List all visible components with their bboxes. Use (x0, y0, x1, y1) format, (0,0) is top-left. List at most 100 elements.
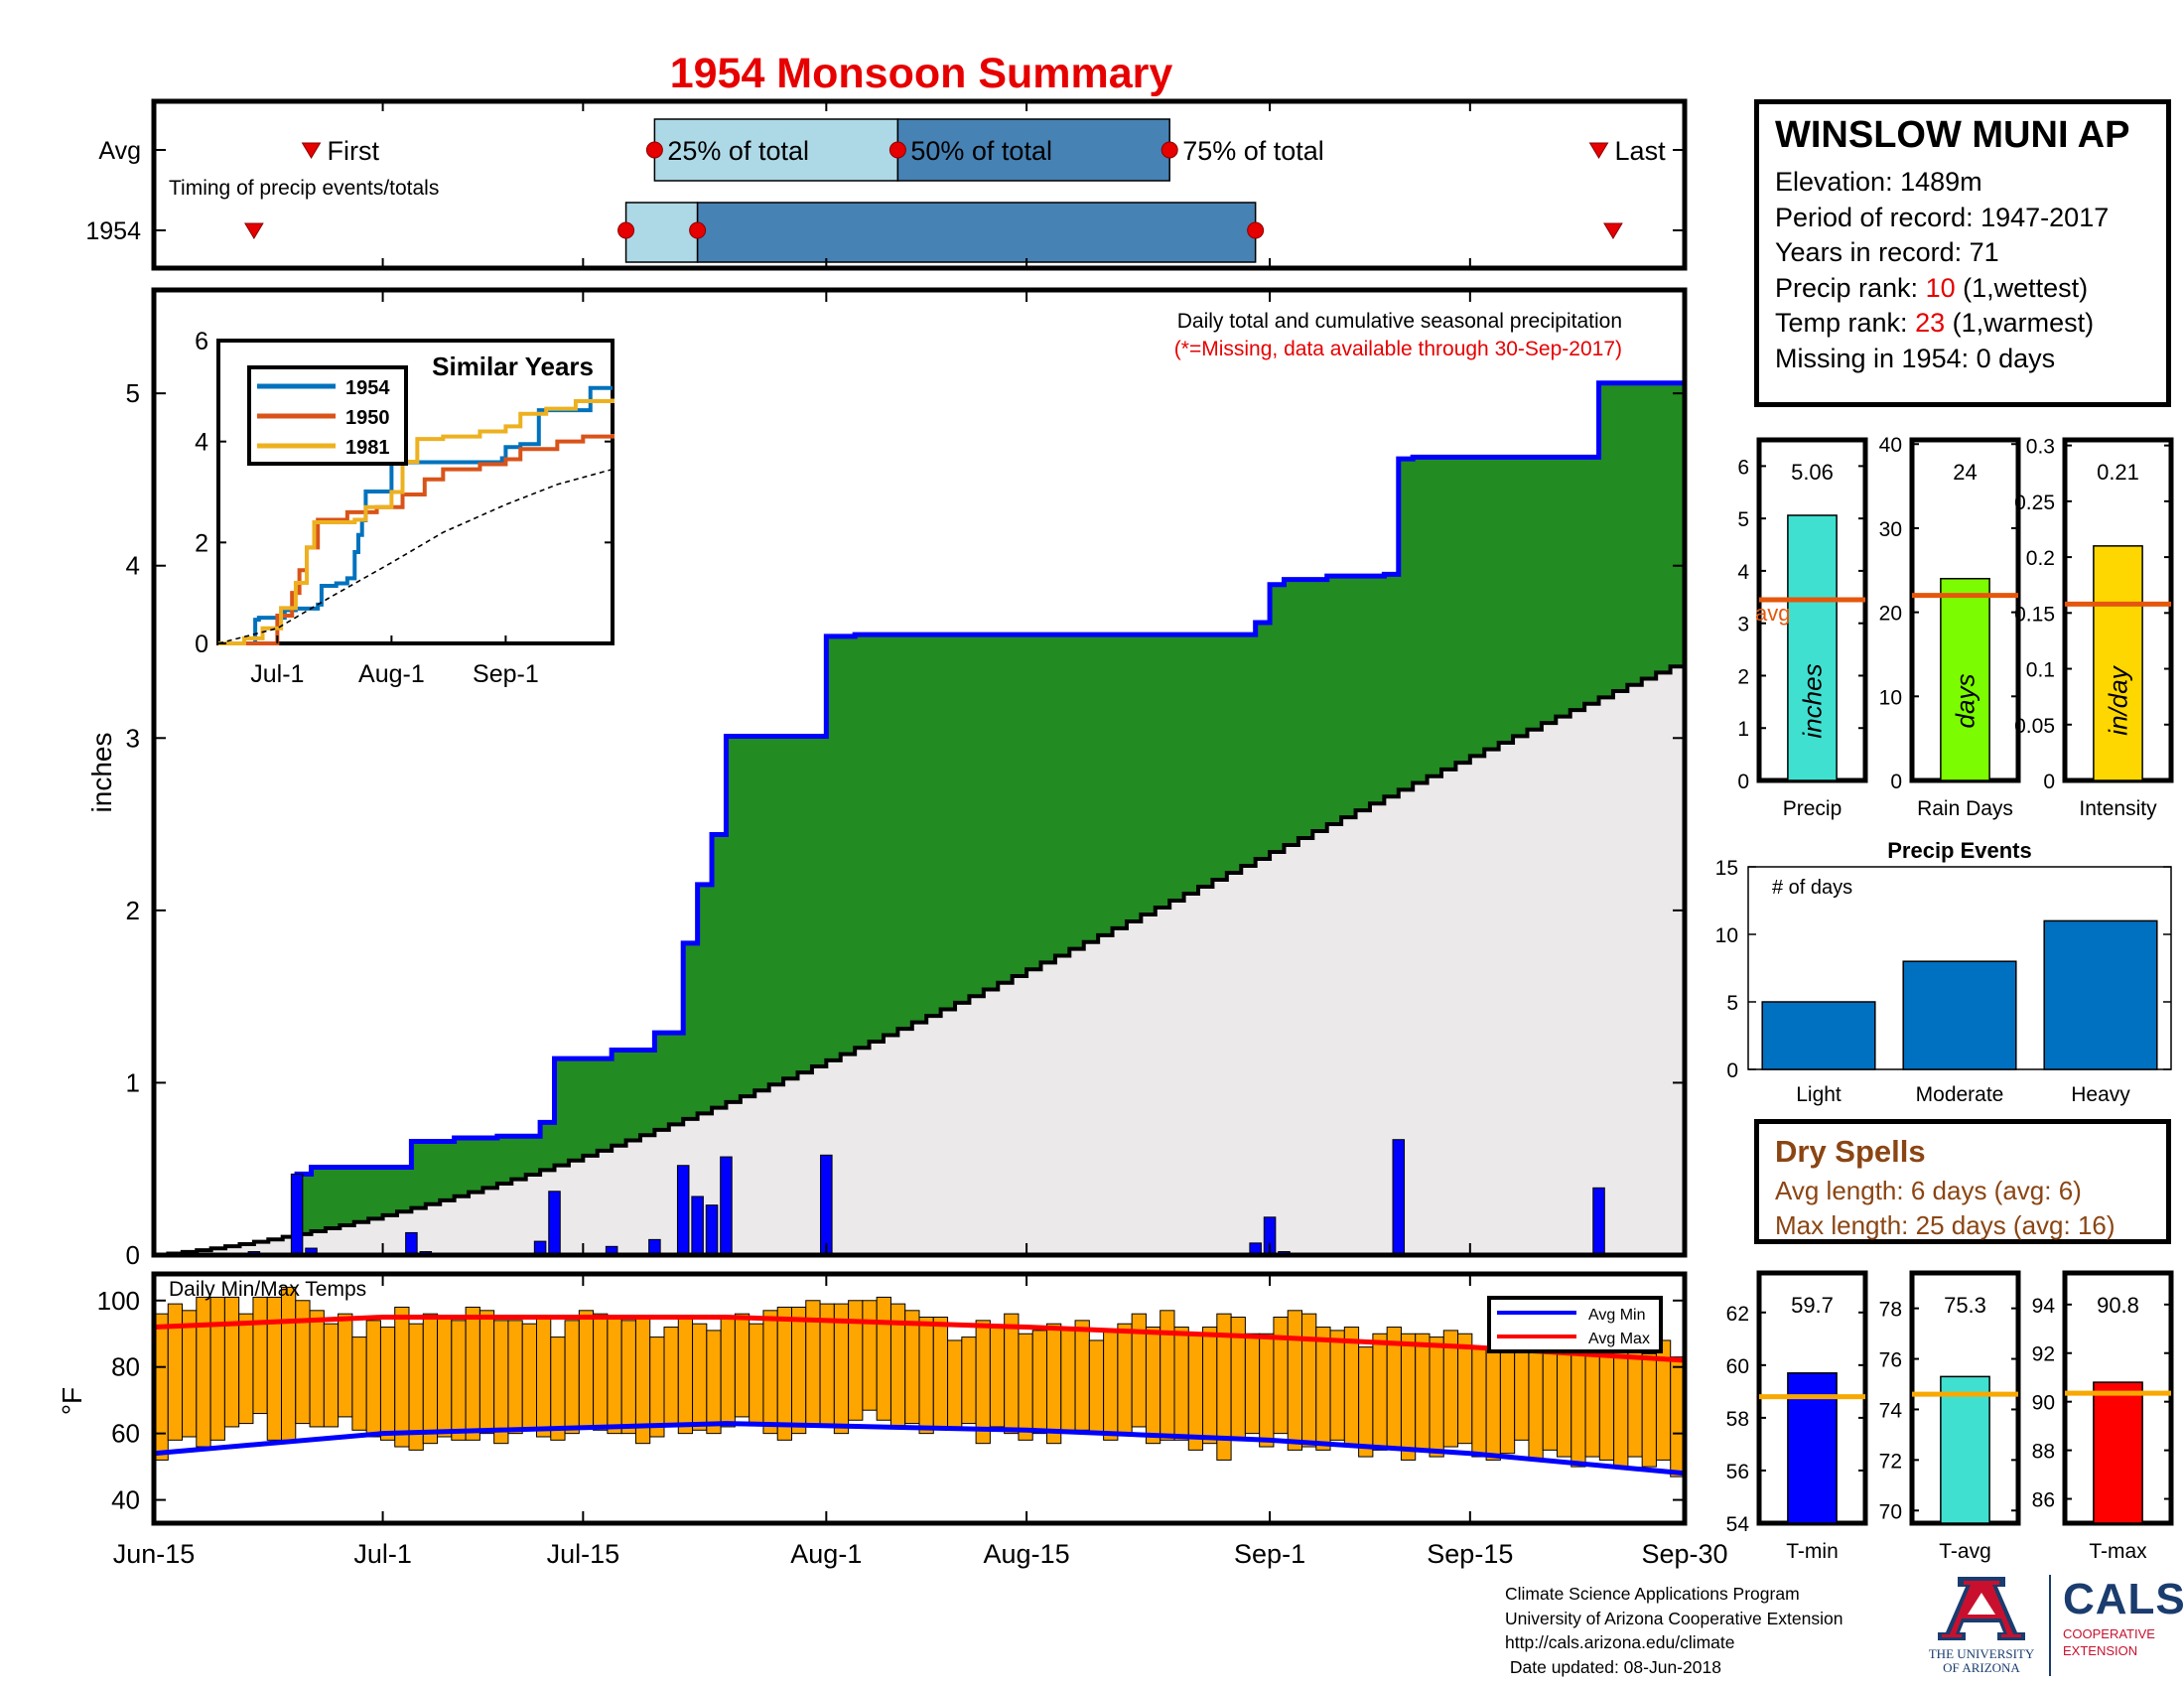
precip-summary-panels: 5.06 0 1 2 3 4 5 6 inches avg Precip 24 0 10 20 30 40 day… (1737, 434, 2174, 820)
daily-temp-bar (677, 1317, 694, 1435)
daily-precip-bar (705, 1204, 719, 1256)
y-tick-label: 1 (126, 1067, 140, 1097)
university-of-arizona-logo: THE UNIVERSITY OF ARIZONA (1918, 1575, 2045, 1676)
inset-legend: 1954 1950 1981 (247, 365, 408, 466)
station-missing: Missing in 1954: 0 days (1775, 343, 2056, 373)
daily-temp-bar (1031, 1330, 1047, 1435)
y-tick-label: 6 (1737, 456, 1749, 479)
x-tick-label: Aug-1 (790, 1539, 862, 1569)
event-category-label: Heavy (2071, 1083, 2130, 1106)
quartile-bar-50-75 (696, 202, 1257, 263)
summary-panel-intensity: 0.21 0 0.05 0.1 0.15 0.2 0.25 0.3 in/day Intensit… (2014, 436, 2174, 820)
quantile-marker (1247, 221, 1265, 239)
figure-title: 1954 Monsoon Summary (670, 50, 1173, 97)
summary-panel-precip: 5.06 0 1 2 3 4 5 6 inches avg Precip (1737, 437, 1868, 820)
daily-temp-bar (749, 1323, 764, 1425)
daily-temp-bar (947, 1339, 963, 1428)
panel-label: T-min (1786, 1540, 1839, 1563)
value-bar (1940, 1375, 1990, 1524)
y-tick-label: 10 (1715, 924, 1738, 947)
q75-label: 75% of total (1182, 136, 1324, 166)
y-tick-label: 40 (111, 1485, 140, 1515)
daily-temp-bar (437, 1317, 453, 1438)
cals-logo-text: CALS (2063, 1575, 2184, 1623)
daily-temp-bar (791, 1306, 807, 1435)
inset-title: Similar Years (432, 352, 594, 381)
first-last-marker (1588, 142, 1609, 159)
value-label: 75.3 (1944, 1293, 1986, 1318)
daily-temp-bar (1187, 1333, 1204, 1451)
daily-temp-bar (1088, 1339, 1105, 1435)
daily-temp-bar (252, 1296, 268, 1415)
precip-title: Daily total and cumulative seasonal prec… (1177, 310, 1622, 333)
y-tick-label: 2 (126, 896, 140, 925)
daily-temp-bar (564, 1320, 580, 1435)
summary-panel-t-max: 90.8 86 88 90 92 94 T-max (2032, 1270, 2174, 1563)
station-precip-rank: Precip rank: 10 (1,wettest) (1775, 272, 2089, 303)
daily-temp-bar (663, 1327, 679, 1425)
daily-temp-bar (196, 1296, 211, 1448)
daily-temp-bar (1103, 1330, 1119, 1441)
temps-axes-frame (151, 1271, 1688, 1526)
daily-temp-bar (309, 1310, 325, 1428)
y-tick-label: 94 (2032, 1295, 2056, 1318)
temps-title: Daily Min/Max Temps (169, 1278, 366, 1301)
daily-temp-bar (379, 1327, 396, 1441)
x-tick-label: Jul-1 (353, 1539, 412, 1569)
daily-temp-bar (1429, 1336, 1444, 1458)
daily-temp-bar (182, 1310, 198, 1438)
quantile-marker (617, 221, 635, 239)
daily-temp-bar (1287, 1310, 1302, 1451)
y-tick-label: 60 (1726, 1355, 1749, 1378)
y-tick-label: 70 (1879, 1500, 1902, 1523)
daily-temp-bar (1613, 1339, 1629, 1468)
y-tick-label: 40 (1879, 434, 1902, 457)
y-tick-label: 76 (1879, 1349, 1902, 1372)
y-tick-label: 0 (1726, 1059, 1738, 1082)
ua-block-a-icon (1938, 1577, 2025, 1640)
legend-label-avg-max: Avg Max (1588, 1331, 1650, 1347)
legend-label-1950: 1950 (345, 407, 390, 429)
daily-temp-bar (1641, 1352, 1657, 1468)
quartile-bar-50-75 (896, 118, 1170, 182)
daily-precip-bar (691, 1196, 704, 1256)
x-tick-label: Sep-30 (1641, 1539, 1727, 1569)
timing-row-label: 1954 (85, 217, 141, 245)
daily-temp-bar (1499, 1346, 1516, 1455)
unit-label: in/day (2104, 664, 2133, 735)
daily-temp-bar (607, 1317, 622, 1435)
daily-temp-bar (1117, 1323, 1133, 1435)
daily-temp-bar (422, 1313, 439, 1445)
daily-temp-bar (1244, 1333, 1261, 1435)
footer-line: Date updated: 08-Jun-2018 (1505, 1656, 1721, 1677)
cals-logo-sub1: COOPERATIVE (2063, 1626, 2155, 1641)
daily-precip-bar (1592, 1187, 1605, 1256)
y-tick-label: 0 (195, 631, 208, 658)
event-category-label: Light (1796, 1083, 1842, 1106)
y-tick-label: 30 (1879, 518, 1902, 541)
y-tick-label: 72 (1879, 1450, 1902, 1473)
daily-precip-bar (676, 1165, 690, 1256)
daily-temp-bar (1457, 1333, 1473, 1445)
y-tick-label: 90 (2032, 1392, 2055, 1415)
value-bar (1940, 577, 1990, 781)
daily-temp-bar (223, 1296, 240, 1428)
y-tick-label: 2 (195, 529, 208, 557)
quantile-marker (888, 141, 906, 159)
daily-temp-bar (706, 1330, 722, 1435)
daily-precip-bar (1392, 1139, 1406, 1256)
unit-label: days (1951, 674, 1980, 729)
y-tick-label: 60 (111, 1419, 140, 1449)
x-tick-label: Jul-15 (547, 1539, 620, 1569)
footer-line: Climate Science Applications Program (1505, 1584, 1800, 1604)
panel-label: T-avg (1939, 1540, 1991, 1563)
daily-temp-bar (536, 1317, 552, 1438)
events-title: Precip Events (1887, 838, 2032, 863)
daily-temp-bar (1358, 1346, 1374, 1458)
value-bar (2093, 1381, 2143, 1524)
daily-temp-bar (776, 1306, 793, 1441)
y-tick-label: 4 (195, 429, 208, 457)
daily-temp-bar (1315, 1327, 1331, 1451)
daily-temp-bar (734, 1313, 751, 1418)
